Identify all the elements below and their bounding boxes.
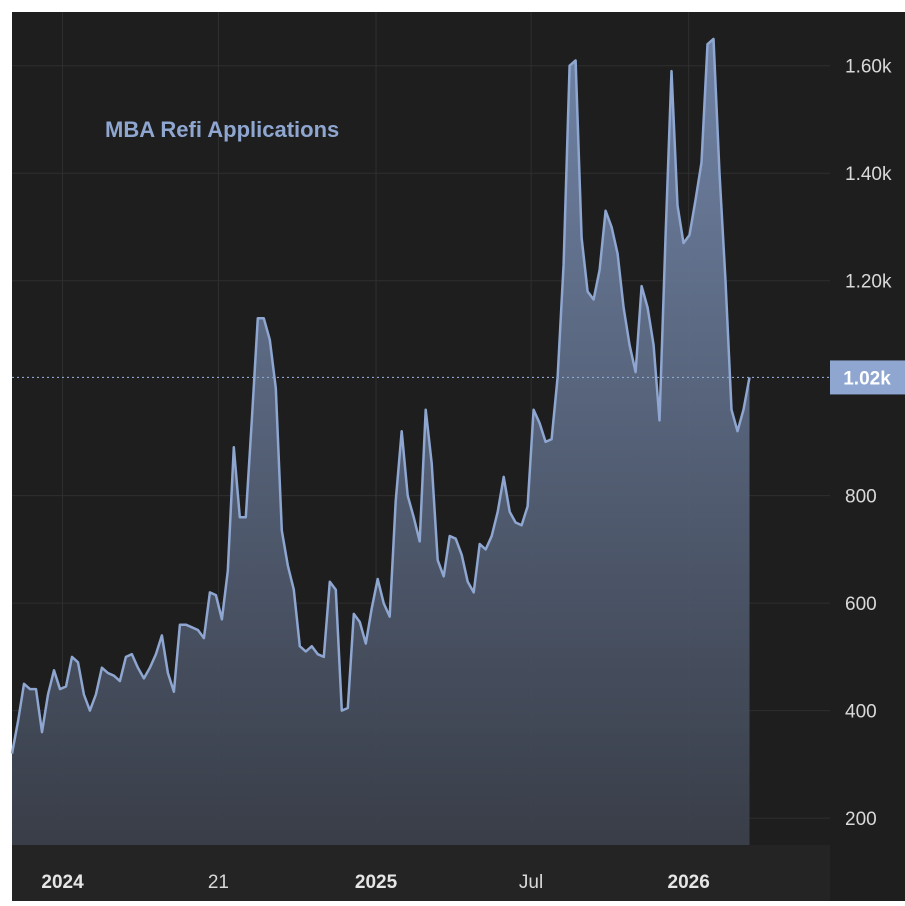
series-area [10,37,751,845]
x-tick-label: Jul [519,872,543,893]
x-tick-label: 21 [208,872,229,893]
y-tick-label: 400 [845,702,877,723]
y-axis: 200 400 600 800 1.20k 1.40k 1.60k [845,57,892,830]
x-tick-label: 2025 [355,872,398,893]
x-axis-band [12,845,830,901]
series-line [10,37,751,754]
y-tick-label: 1.40k [845,164,892,185]
y-tick-label: 800 [845,487,877,508]
x-axis: 2024 21 2025 Jul 2026 [41,872,709,893]
last-value-badge [830,360,905,395]
chart-title: MBA Refi Applications [105,117,339,142]
y-tick-label: 200 [845,809,877,830]
y-tick-label: 600 [845,594,877,615]
y-tick-label: 1.60k [845,57,892,78]
x-tick-label: 2024 [41,872,84,893]
x-tick-label: 2026 [668,872,710,893]
y-tick-label: 1.20k [845,272,892,293]
last-value-label: 1.02k [843,368,891,389]
last-value-marker: 1.02k [12,360,905,395]
